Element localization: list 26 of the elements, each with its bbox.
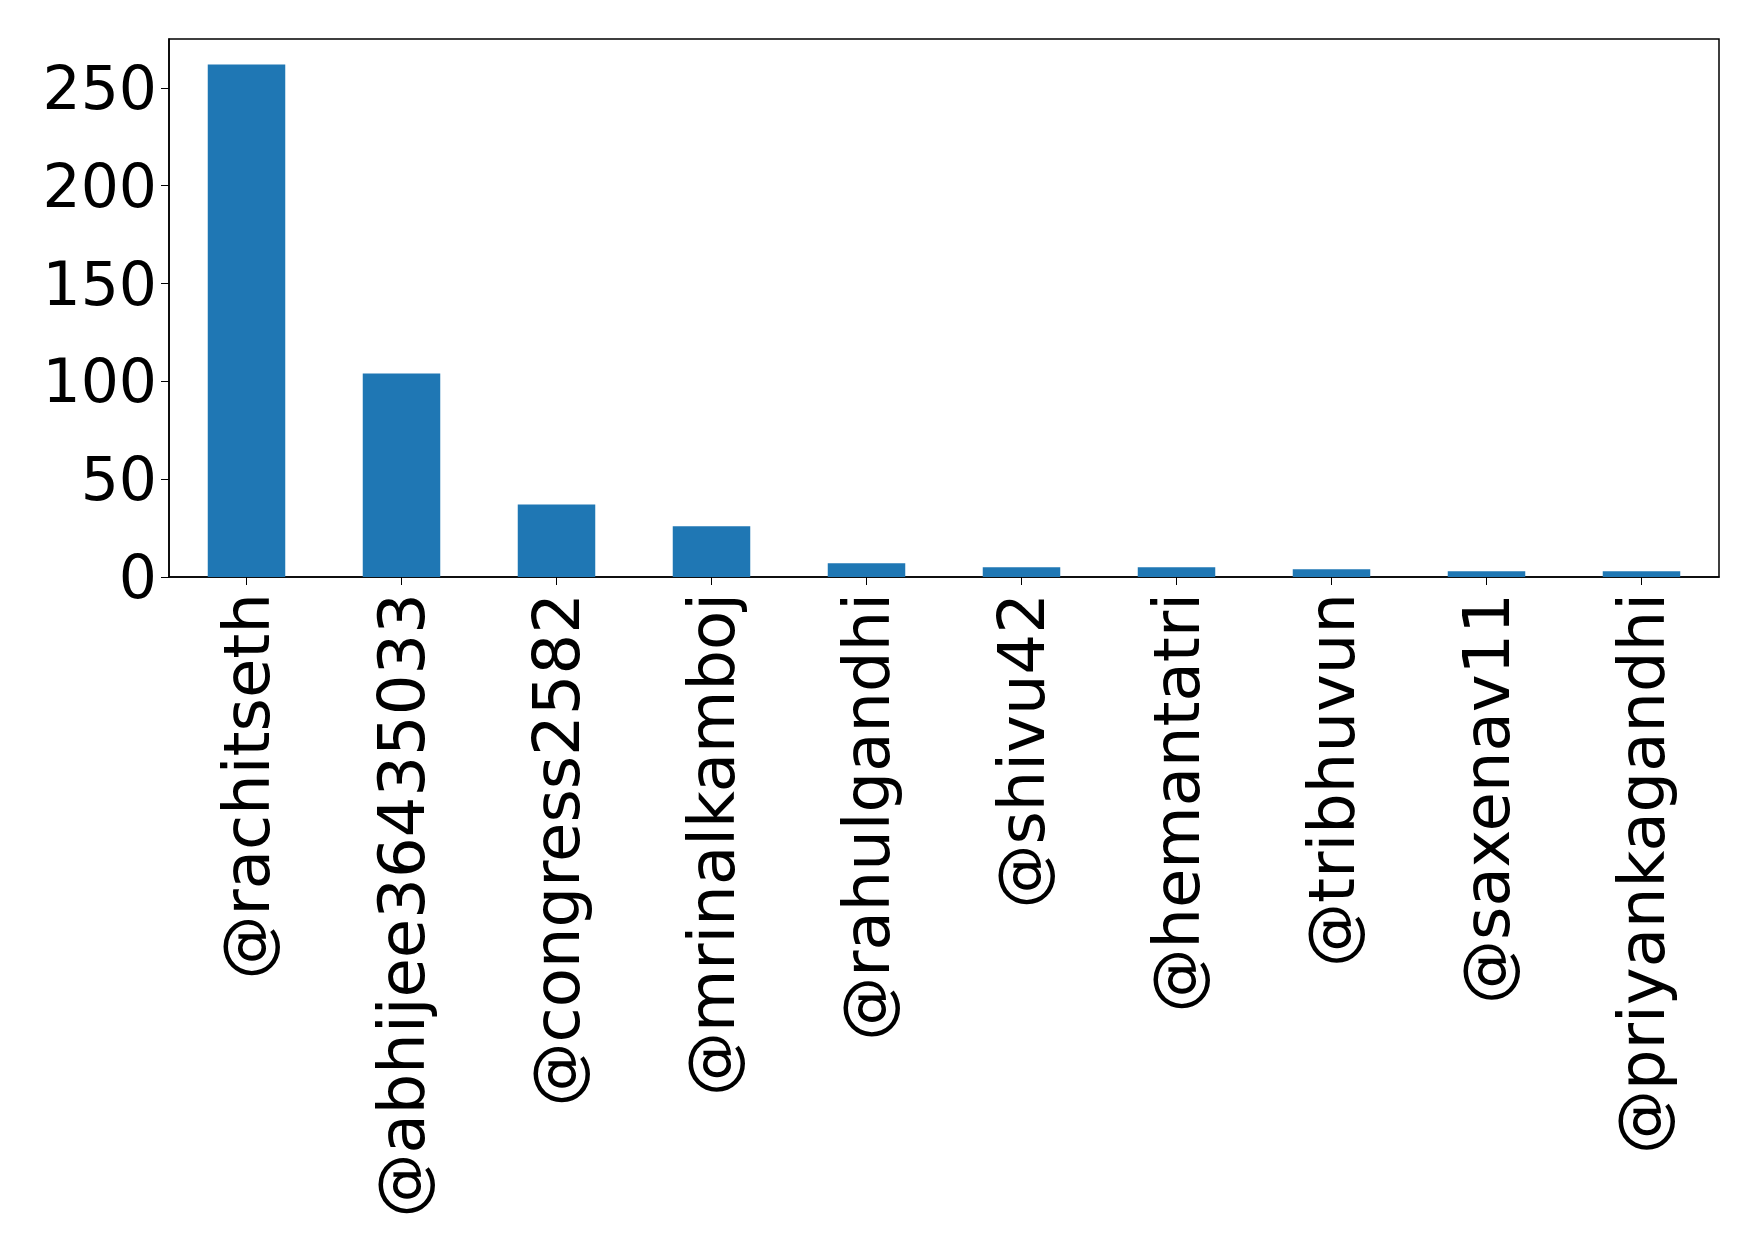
bar xyxy=(1137,567,1216,577)
x-tick-label: @rahulgandhi xyxy=(829,593,904,1041)
x-tick-label: @abhijee36435033 xyxy=(364,593,439,1218)
y-tick-label: 0 xyxy=(118,542,157,612)
y-tick-label: 50 xyxy=(80,444,157,515)
x-tick-label: @shivu42 xyxy=(984,593,1059,909)
x-tick-label: @mrinalkamboj xyxy=(674,593,749,1097)
y-tick-label: 100 xyxy=(42,346,157,417)
y-tick-label: 150 xyxy=(42,248,157,319)
y-tick-label: 200 xyxy=(42,150,157,221)
x-tick-label: @hemantatri xyxy=(1139,593,1214,1013)
bar xyxy=(827,563,906,577)
bar xyxy=(982,567,1061,577)
bar xyxy=(1292,569,1371,577)
x-tick-label: @priyankagandhi xyxy=(1604,593,1679,1154)
bar xyxy=(517,504,596,577)
bar xyxy=(1602,571,1681,577)
y-tick-label: 250 xyxy=(42,52,157,123)
bar xyxy=(207,64,286,577)
x-tick-label: @saxenav11 xyxy=(1449,593,1524,1004)
bar xyxy=(1447,571,1526,577)
bar xyxy=(672,526,751,577)
x-tick-label: @rachitseth xyxy=(209,593,284,980)
bar xyxy=(362,373,441,577)
x-tick-label: @tribhuvun xyxy=(1294,593,1369,967)
x-tick-label: @congress2582 xyxy=(519,593,594,1107)
